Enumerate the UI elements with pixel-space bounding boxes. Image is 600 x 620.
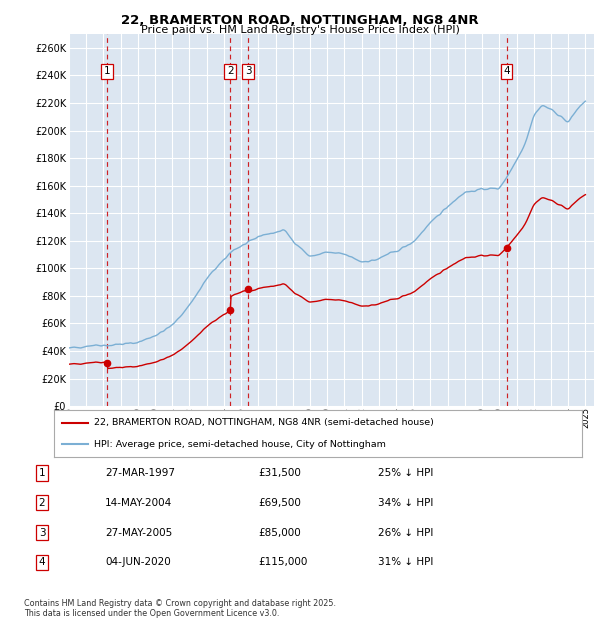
Text: HPI: Average price, semi-detached house, City of Nottingham: HPI: Average price, semi-detached house,… xyxy=(94,440,385,449)
Text: 04-JUN-2020: 04-JUN-2020 xyxy=(105,557,171,567)
Text: 25% ↓ HPI: 25% ↓ HPI xyxy=(378,468,433,478)
Text: 1: 1 xyxy=(38,468,46,478)
Text: £31,500: £31,500 xyxy=(258,468,301,478)
Text: 27-MAY-2005: 27-MAY-2005 xyxy=(105,528,172,538)
Text: 27-MAR-1997: 27-MAR-1997 xyxy=(105,468,175,478)
Text: 3: 3 xyxy=(38,528,46,538)
Text: 3: 3 xyxy=(245,66,251,76)
Text: 22, BRAMERTON ROAD, NOTTINGHAM, NG8 4NR (semi-detached house): 22, BRAMERTON ROAD, NOTTINGHAM, NG8 4NR … xyxy=(94,418,433,428)
Text: 2: 2 xyxy=(227,66,233,76)
Text: Price paid vs. HM Land Registry's House Price Index (HPI): Price paid vs. HM Land Registry's House … xyxy=(140,25,460,35)
Text: 34% ↓ HPI: 34% ↓ HPI xyxy=(378,498,433,508)
Text: 4: 4 xyxy=(503,66,510,76)
Text: Contains HM Land Registry data © Crown copyright and database right 2025.
This d: Contains HM Land Registry data © Crown c… xyxy=(24,599,336,618)
Text: 4: 4 xyxy=(38,557,46,567)
Text: 22, BRAMERTON ROAD, NOTTINGHAM, NG8 4NR: 22, BRAMERTON ROAD, NOTTINGHAM, NG8 4NR xyxy=(121,14,479,27)
Text: 1: 1 xyxy=(104,66,110,76)
Text: 26% ↓ HPI: 26% ↓ HPI xyxy=(378,528,433,538)
Text: £69,500: £69,500 xyxy=(258,498,301,508)
Text: 14-MAY-2004: 14-MAY-2004 xyxy=(105,498,172,508)
Text: 2: 2 xyxy=(38,498,46,508)
Text: £115,000: £115,000 xyxy=(258,557,307,567)
Text: 31% ↓ HPI: 31% ↓ HPI xyxy=(378,557,433,567)
Text: £85,000: £85,000 xyxy=(258,528,301,538)
